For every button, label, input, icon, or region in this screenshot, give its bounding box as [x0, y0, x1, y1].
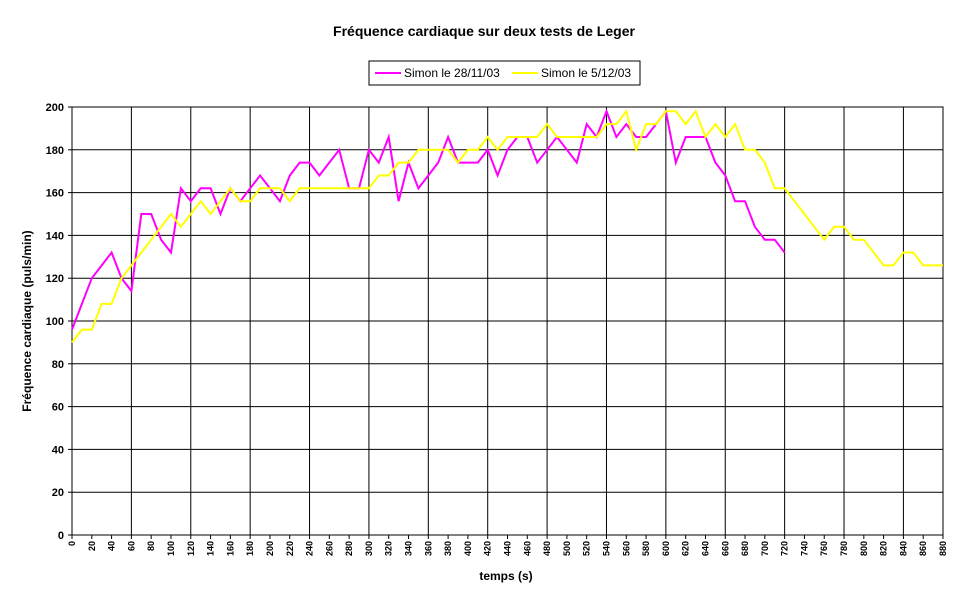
x-tick-label: 300: [364, 541, 374, 556]
x-tick-label: 780: [839, 541, 849, 556]
x-tick-label: 700: [760, 541, 770, 556]
x-tick-label: 480: [542, 541, 552, 556]
x-tick-label: 500: [562, 541, 572, 556]
y-tick-label: 180: [46, 145, 64, 157]
y-tick-label: 200: [46, 102, 64, 114]
grid: [71, 106, 944, 536]
x-tick-label: 0: [67, 541, 77, 546]
x-tick-label: 440: [503, 541, 513, 556]
x-tick-label: 420: [483, 541, 493, 556]
x-tick-label: 20: [87, 541, 97, 551]
x-tick-label: 340: [404, 541, 414, 556]
x-tick-label: 380: [443, 541, 453, 556]
chart-title: Fréquence cardiaque sur deux tests de Le…: [333, 23, 635, 39]
x-tick-label: 80: [146, 541, 156, 551]
x-tick-label: 800: [859, 541, 869, 556]
x-tick-label: 600: [661, 541, 671, 556]
y-tick-label: 80: [52, 359, 64, 371]
y-tick-label: 20: [52, 487, 64, 499]
x-tick-label: 620: [681, 541, 691, 556]
x-axis-label: temps (s): [479, 569, 532, 583]
x-tick-label: 220: [285, 541, 295, 556]
x-tick-label: 460: [522, 541, 532, 556]
x-tick-label: 860: [918, 541, 928, 556]
series-line-2: [71, 109, 943, 344]
x-tick-label: 720: [780, 541, 790, 556]
x-tick-label: 840: [898, 541, 908, 556]
y-tick-label: 100: [46, 316, 64, 328]
x-tick-label: 760: [819, 541, 829, 556]
x-tick-label: 580: [641, 541, 651, 556]
x-axis-ticks: 0 20 40 60 80 100 120 140 160 180 200 220 240 260 280 3…: [67, 535, 948, 556]
x-tick-label: 640: [700, 541, 710, 556]
x-tick-label: 280: [344, 541, 354, 556]
y-axis-label: Fréquence cardiaque (puls/min): [20, 230, 34, 411]
x-tick-label: 360: [423, 541, 433, 556]
y-tick-label: 60: [52, 402, 64, 414]
legend-label-series-2: Simon le 5/12/03: [541, 66, 631, 80]
legend-label-series-1: Simon le 28/11/03: [404, 66, 500, 80]
x-tick-label: 180: [245, 541, 255, 556]
x-tick-label: 120: [186, 541, 196, 556]
legend: Simon le 28/11/03 Simon le 5/12/03: [368, 60, 641, 86]
x-tick-label: 60: [126, 541, 136, 551]
x-tick-label: 200: [265, 541, 275, 556]
y-tick-label: 160: [46, 188, 64, 200]
y-tick-label: 40: [52, 444, 64, 456]
x-tick-label: 260: [324, 541, 334, 556]
x-tick-label: 40: [107, 541, 117, 551]
x-tick-label: 400: [463, 541, 473, 556]
y-tick-label: 140: [46, 230, 64, 242]
series-lines: [71, 108, 943, 344]
x-tick-label: 520: [582, 541, 592, 556]
x-tick-label: 140: [206, 541, 216, 556]
x-tick-label: 100: [166, 541, 176, 556]
x-tick-label: 320: [384, 541, 394, 556]
x-tick-label: 680: [740, 541, 750, 556]
x-tick-label: 880: [938, 541, 948, 556]
x-tick-label: 560: [621, 541, 631, 556]
y-tick-label: 0: [58, 530, 64, 542]
x-tick-label: 240: [305, 541, 315, 556]
y-axis-ticks: 0 20 40 60 80 100 120 140 160 180 200: [46, 102, 72, 542]
x-tick-label: 540: [601, 541, 611, 556]
x-tick-label: 740: [799, 541, 809, 556]
x-tick-label: 660: [720, 541, 730, 556]
x-tick-label: 160: [225, 541, 235, 556]
legend-box: [368, 60, 641, 86]
x-tick-label: 820: [879, 541, 889, 556]
y-tick-label: 120: [46, 273, 64, 285]
